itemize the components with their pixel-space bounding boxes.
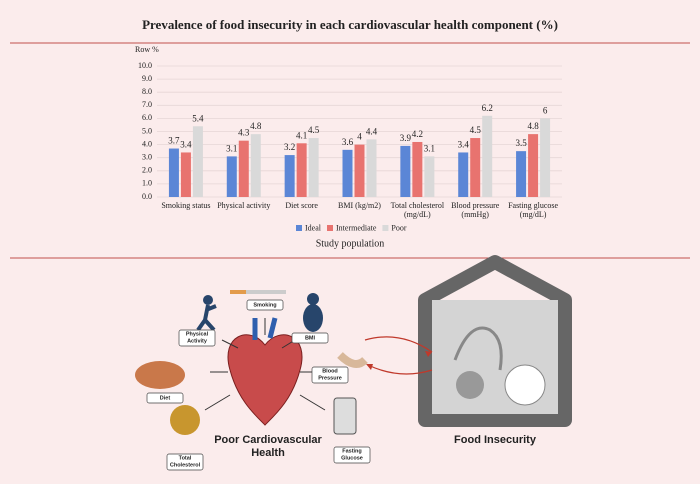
- bar: [180, 152, 191, 197]
- data-label: 3.9: [400, 133, 412, 143]
- data-label: 4.2: [412, 129, 423, 139]
- diagram-label: Total Cholesterol: [170, 456, 201, 469]
- x-tick-label: Fasting glucose (mg/dL): [508, 201, 558, 219]
- data-label: 3.4: [180, 140, 192, 150]
- legend-swatch: [382, 225, 389, 231]
- bar: [284, 155, 295, 197]
- bar: [516, 151, 527, 197]
- y-tick-label: 6.0: [142, 113, 152, 122]
- diagram-label: Diet: [160, 395, 171, 401]
- y-tick-label: 0.0: [142, 192, 152, 201]
- bar: [458, 152, 469, 197]
- legend-swatch: [327, 225, 333, 231]
- legend-label: Intermediate: [336, 223, 377, 232]
- bar: [470, 138, 481, 197]
- data-label: 5.4: [192, 113, 204, 123]
- y-tick-label: 8.0: [142, 87, 152, 96]
- bar: [412, 141, 423, 197]
- bar: [400, 145, 411, 197]
- data-label: 3.6: [342, 137, 354, 147]
- data-label: 3.1: [424, 143, 435, 153]
- bar: [482, 115, 493, 197]
- diagram-label: BMI: [305, 335, 316, 341]
- data-label: 4.3: [238, 128, 250, 138]
- y-tick-label: 5.0: [142, 126, 152, 135]
- y-tick-label: 2.0: [142, 166, 152, 175]
- x-axis-label: Study population: [316, 238, 385, 249]
- bar: [192, 126, 203, 197]
- data-label: 3.7: [168, 136, 180, 146]
- data-label: 3.4: [458, 140, 470, 150]
- bar: [308, 138, 319, 197]
- bar: [366, 139, 377, 197]
- legend-label: Ideal: [305, 223, 322, 232]
- y-tick-label: 7.0: [142, 100, 152, 109]
- label-box: [291, 332, 329, 344]
- data-label: 3.5: [515, 138, 527, 148]
- label-box: [246, 299, 284, 311]
- label-box: [311, 366, 349, 384]
- data-label: 3.1: [226, 143, 237, 153]
- bar: [528, 134, 539, 197]
- x-tick-label: Physical activity: [217, 201, 270, 210]
- bar: [296, 143, 307, 197]
- x-tick-label: BMI (kg/m2): [338, 201, 381, 210]
- x-tick-label: Total cholesterol (mg/dL): [391, 201, 445, 219]
- legend-swatch: [296, 225, 302, 231]
- x-tick-label: Blood pressure (mmHg): [451, 201, 500, 219]
- y-tick-label: 1.0: [142, 179, 152, 188]
- y-tick-label: 10.0: [138, 61, 152, 70]
- data-label: 4.5: [470, 125, 482, 135]
- label-box: [146, 392, 184, 404]
- diagram-label: Fasting Glucose: [341, 449, 363, 462]
- bar: [354, 144, 365, 197]
- label-box: [166, 453, 204, 471]
- y-tick-label: 3.0: [142, 153, 152, 162]
- data-label: 6: [543, 105, 548, 115]
- data-label: 4.4: [366, 126, 378, 136]
- y-tick-label: 4.0: [142, 139, 152, 148]
- legend-label: Poor: [391, 223, 406, 232]
- bar: [250, 134, 261, 197]
- y-tick-label: 9.0: [142, 74, 152, 83]
- bar: [168, 148, 179, 197]
- y-axis-label: Row %: [135, 45, 159, 54]
- label-box: [333, 446, 371, 464]
- chart-title: Prevalence of food insecurity in each ca…: [142, 17, 558, 32]
- data-label: 4: [357, 132, 362, 142]
- bar: [424, 156, 435, 197]
- data-label: 3.2: [284, 142, 295, 152]
- x-tick-label: Smoking status: [161, 201, 210, 210]
- diagram-shapes: [135, 255, 572, 435]
- heart-caption: Poor Cardiovascular Health: [214, 434, 322, 459]
- bar: [226, 156, 237, 197]
- diagram-label: Smoking: [253, 302, 276, 308]
- bar: [238, 140, 249, 197]
- diagram-label: Physical Activity: [186, 332, 209, 345]
- data-label: 4.1: [296, 130, 307, 140]
- data-label: 4.5: [308, 125, 320, 135]
- bar: [540, 118, 551, 197]
- x-tick-label: Diet score: [285, 201, 318, 210]
- data-label: 4.8: [250, 121, 262, 131]
- data-label: 4.8: [527, 121, 539, 131]
- bar: [342, 149, 353, 197]
- data-label: 6.2: [482, 103, 493, 113]
- house-caption: Food Insecurity: [454, 434, 537, 446]
- label-box: [178, 329, 216, 347]
- diagram-label: Blood Pressure: [318, 369, 342, 382]
